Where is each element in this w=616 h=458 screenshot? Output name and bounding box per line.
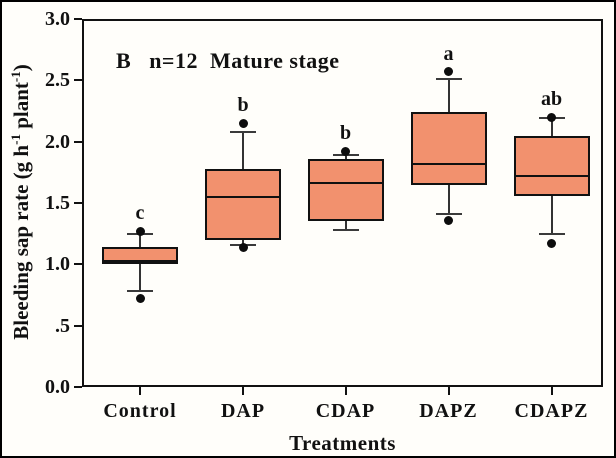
y-tick xyxy=(74,18,82,20)
outlier-dot-high xyxy=(341,146,350,156)
y-tick xyxy=(74,324,82,327)
lower-whisker xyxy=(344,221,347,230)
median-line xyxy=(309,182,382,185)
y-tick-label: 3.0 xyxy=(45,8,70,30)
median-line xyxy=(207,195,279,198)
box-dap xyxy=(205,168,281,240)
x-tick xyxy=(242,387,244,395)
lower-whisker-cap xyxy=(332,228,359,231)
y-tick-label: 1.0 xyxy=(45,253,70,276)
outlier-dot-low xyxy=(238,242,248,252)
y-tick-label: 0.0 xyxy=(45,376,70,398)
x-tick xyxy=(550,387,553,395)
lower-whisker xyxy=(550,195,553,234)
upper-whisker-cap xyxy=(230,130,256,133)
outlier-dot-low xyxy=(547,238,556,248)
x-category-label: CDAPZ xyxy=(514,400,589,422)
plot-frame xyxy=(82,19,603,387)
y-tick xyxy=(74,386,82,388)
x-axis-label: Treatments xyxy=(289,431,396,455)
box-dapz xyxy=(410,112,487,185)
y-tick-label: 2.0 xyxy=(45,130,70,153)
outlier-dot-low xyxy=(444,215,453,225)
significance-letter: b xyxy=(339,122,352,145)
median-line xyxy=(412,162,485,165)
y-tick xyxy=(74,263,82,266)
median-line xyxy=(104,259,176,262)
significance-letter: c xyxy=(135,202,145,225)
outlier-dot-high xyxy=(444,67,453,77)
title-annotation: n=12 Mature stage xyxy=(149,48,340,73)
panel-label: B xyxy=(116,48,132,73)
outlier-dot-high xyxy=(547,112,556,122)
x-category-label: CDAP xyxy=(315,400,376,422)
x-tick xyxy=(447,387,450,395)
outlier-dot-high xyxy=(238,118,248,128)
box-cdapz xyxy=(513,135,590,196)
box-cdap xyxy=(307,158,384,222)
y-tick-label: 1.5 xyxy=(45,192,70,214)
x-category-label: DAP xyxy=(220,400,266,422)
outlier-dot-high xyxy=(135,226,145,236)
x-category-label: Control xyxy=(103,400,177,422)
significance-letter: b xyxy=(237,94,249,117)
lower-whisker-cap xyxy=(538,232,565,235)
ylabel-superscript: -1 xyxy=(8,134,23,145)
median-line xyxy=(515,175,588,177)
significance-letter: ab xyxy=(540,88,563,111)
x-tick xyxy=(344,387,347,395)
upper-whisker xyxy=(447,79,450,113)
box-control xyxy=(102,247,178,265)
x-tick xyxy=(139,387,141,395)
upper-whisker xyxy=(344,155,347,159)
upper-whisker-cap xyxy=(435,78,462,81)
y-tick xyxy=(74,202,82,204)
ylabel-superscript: -1 xyxy=(8,71,23,83)
upper-whisker xyxy=(139,233,141,248)
lower-whisker xyxy=(447,184,450,215)
upper-whisker xyxy=(550,118,553,136)
y-tick xyxy=(74,140,82,143)
lower-whisker-cap xyxy=(127,290,153,293)
outlier-dot-low xyxy=(135,294,145,304)
upper-whisker xyxy=(242,131,244,169)
lower-whisker-cap xyxy=(435,213,462,216)
y-tick xyxy=(74,79,82,82)
lower-whisker xyxy=(242,239,244,245)
x-category-label: DAPZ xyxy=(419,400,478,422)
y-tick-label: .5 xyxy=(55,314,70,337)
ylabel-text: Bleeding sap rate (g h xyxy=(9,144,33,340)
lower-whisker xyxy=(139,264,141,292)
y-tick-label: 2.5 xyxy=(45,69,70,92)
significance-letter: a xyxy=(443,42,454,65)
